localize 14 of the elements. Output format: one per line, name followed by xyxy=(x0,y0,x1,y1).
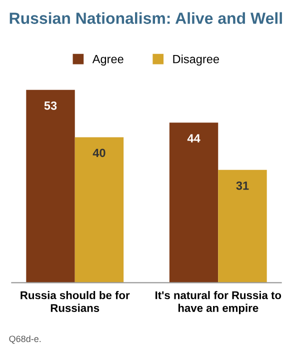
data-label: 53 xyxy=(44,101,57,110)
legend-label: Disagree xyxy=(173,54,219,66)
bar xyxy=(74,137,124,283)
x-tick-label: It's natural for Russia to have an empire xyxy=(156,291,282,314)
chart-title: Russian Nationalism: Alive and Well xyxy=(10,12,282,24)
data-label: 31 xyxy=(236,181,249,190)
legend-label: Agree xyxy=(92,55,124,66)
x-tick-label: Russia should be for Russians xyxy=(20,291,130,312)
bar xyxy=(218,170,267,283)
text: Q68d-e. xyxy=(9,335,41,344)
bar xyxy=(169,122,218,283)
bar xyxy=(26,90,75,283)
data-label: 44 xyxy=(187,134,200,142)
data-label: 40 xyxy=(92,148,106,158)
